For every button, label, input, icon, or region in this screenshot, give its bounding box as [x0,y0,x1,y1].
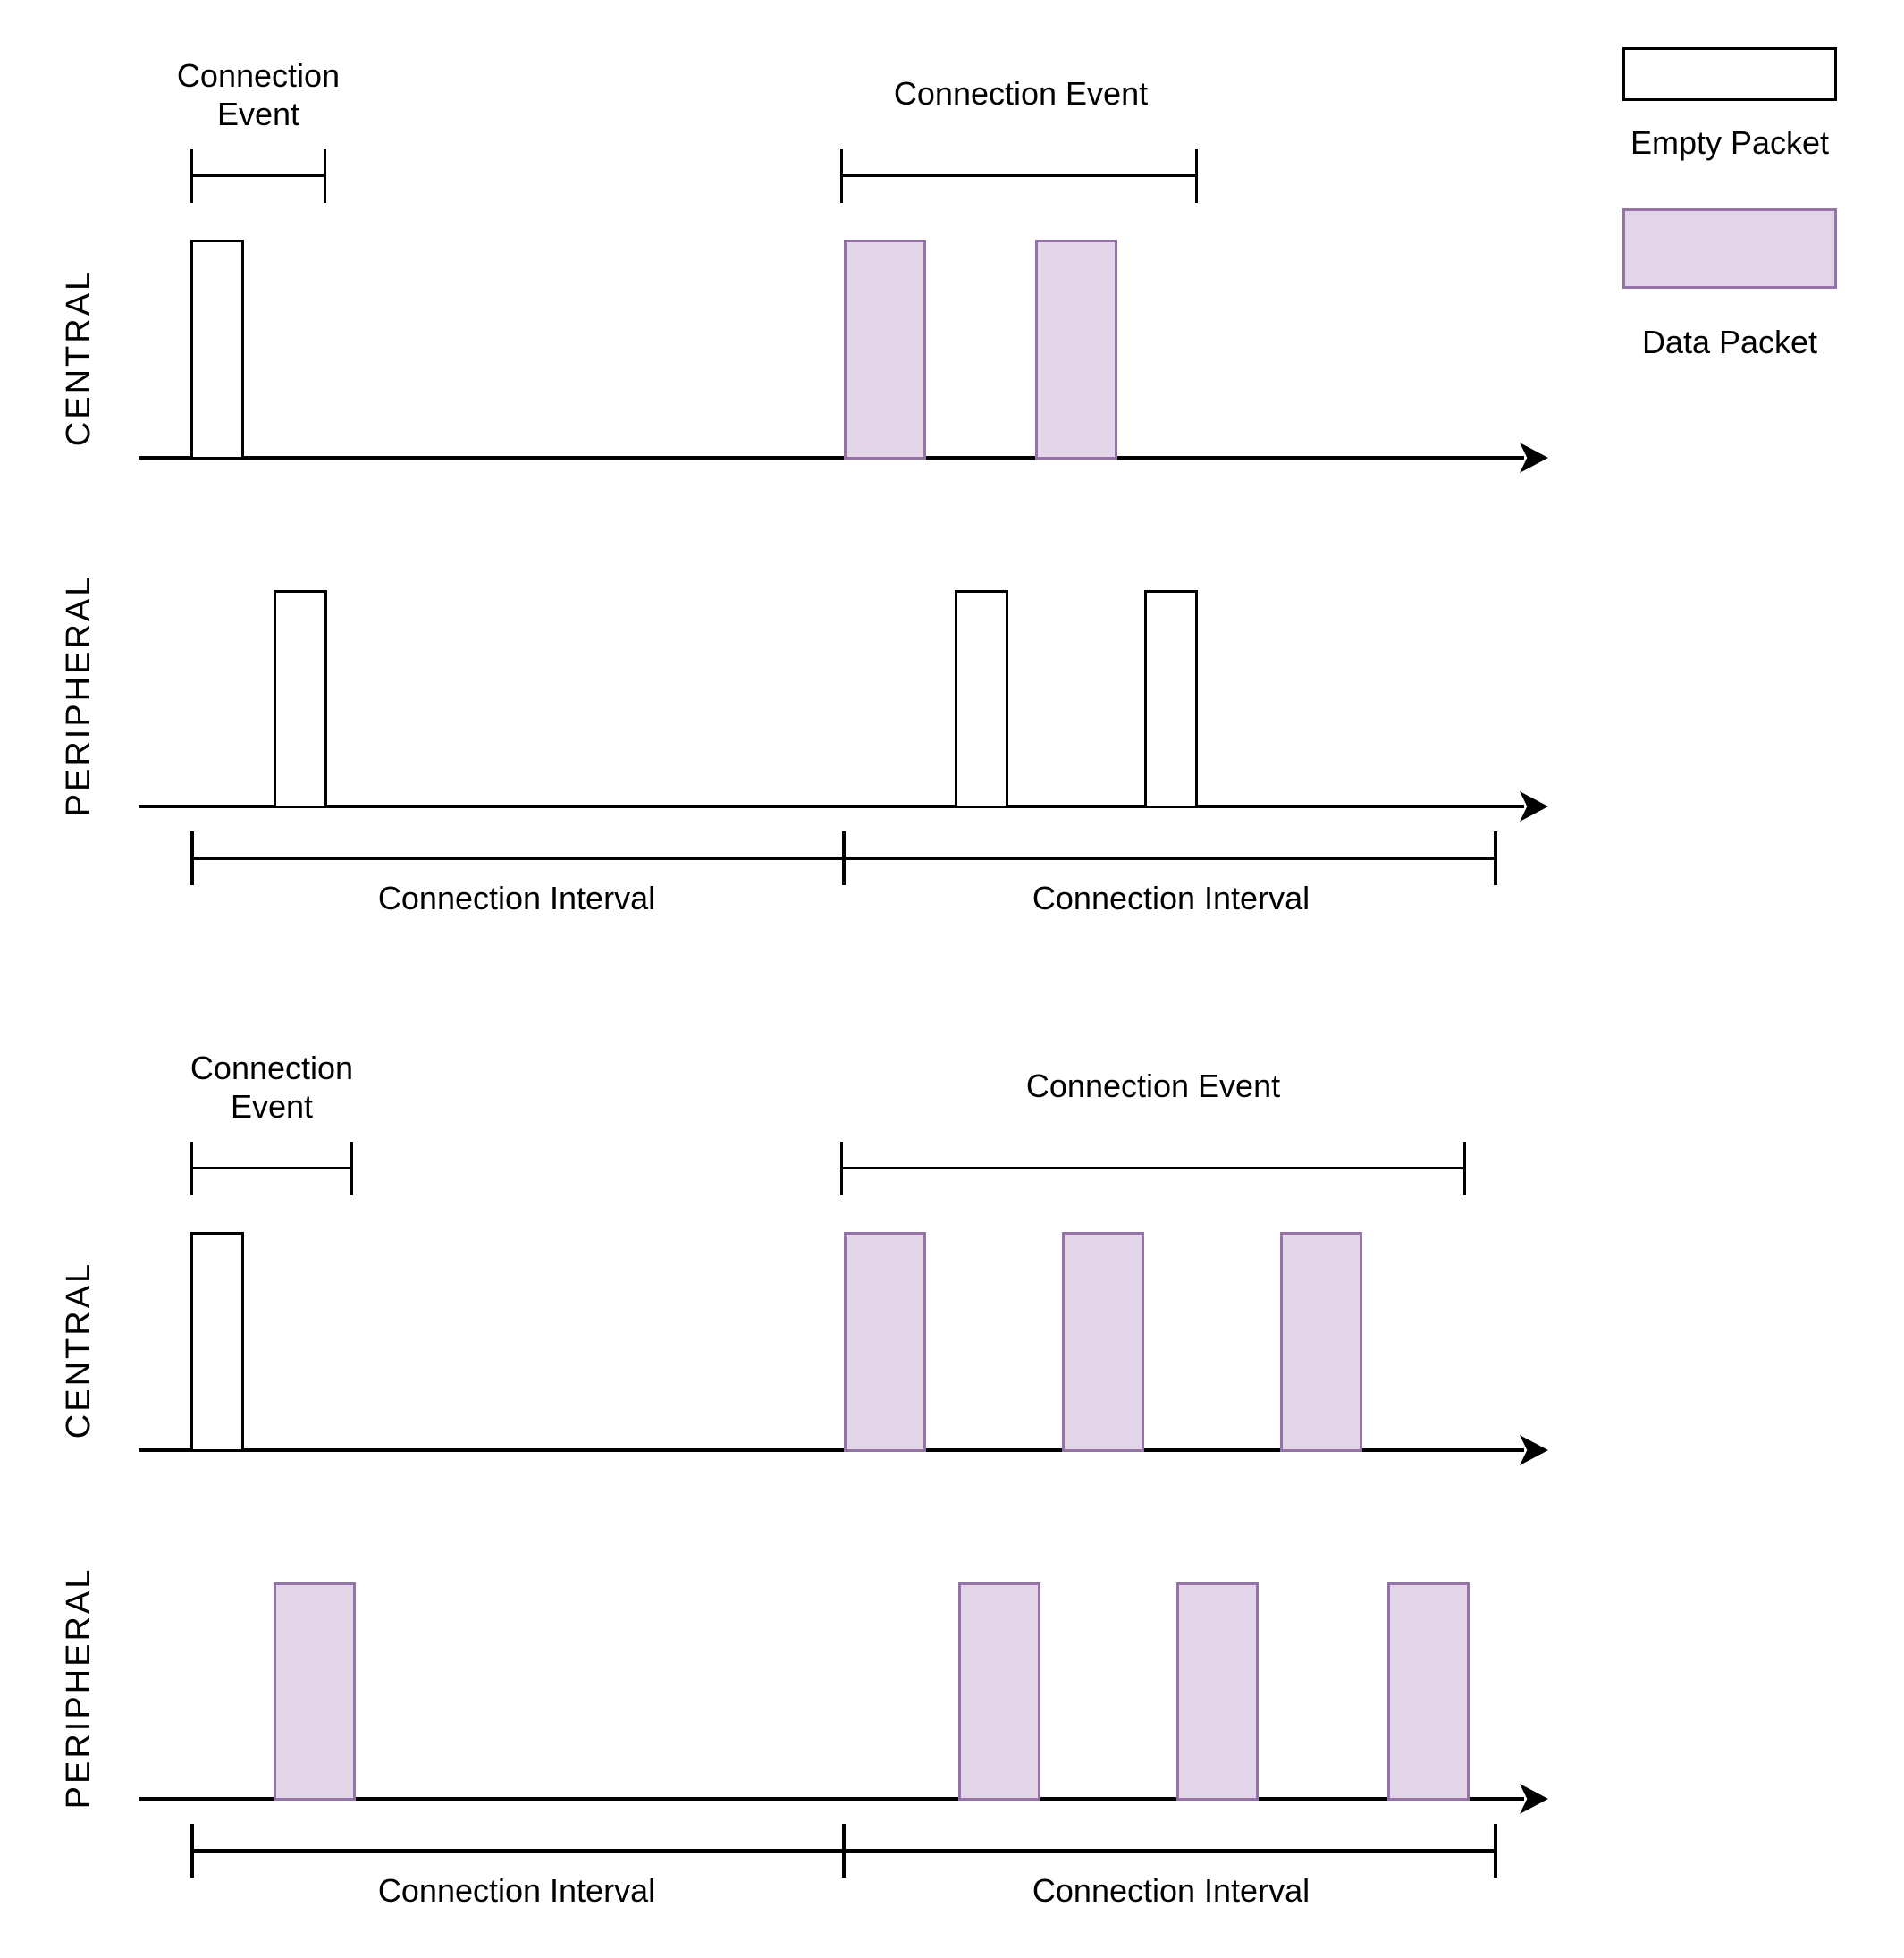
data-packet-pulse [1280,1232,1362,1452]
peripheral-timeline-axis [139,1797,1524,1801]
connection-event-label-1-line2: Event [230,1088,314,1125]
connection-interval-label-2: Connection Interval [1032,880,1310,916]
legend-data-packet-label: Data Packet [1641,324,1818,360]
connection-event-bracket-2 [840,1142,1466,1195]
bracket-bar [840,174,1198,177]
central-packet-track [0,1232,1904,1452]
bracket-tick [324,149,326,203]
data-packet-pulse [1176,1582,1259,1801]
connection-interval-label-1: Connection Interval [377,880,656,916]
data-packet-pulse [958,1582,1040,1801]
scenario-2: CENTRAL PERIPHERAL Connection Event Conn… [0,992,1904,1958]
bracket-bar [190,1167,353,1169]
connection-interval-label-1: Connection Interval [377,1872,656,1909]
connection-event-label-1-line1: Connection [190,1050,354,1086]
connection-event-label-1: Connection Event [138,1049,406,1126]
data-packet-pulse [844,1232,926,1452]
connection-event-label-1: Connection Event [124,56,392,133]
empty-packet-pulse [190,1232,244,1452]
peripheral-packet-track [0,590,1904,808]
connection-interval-bracket [190,1824,1497,1878]
data-packet-pulse [1387,1582,1470,1801]
bracket-bar [190,174,326,177]
empty-packet-pulse [955,590,1008,808]
legend-data-packet-swatch [1622,208,1837,289]
legend-empty-packet-swatch [1622,47,1837,101]
data-packet-pulse [844,240,926,460]
connection-event-label-2: Connection Event [1025,1068,1281,1104]
scenario-1: CENTRAL PERIPHERAL Connection Event Conn… [0,56,1904,916]
bracket-bar [840,1167,1466,1169]
data-packet-pulse [1062,1232,1144,1452]
connection-interval-label-2: Connection Interval [1032,1872,1310,1909]
central-timeline-axis [139,456,1524,460]
empty-packet-pulse [190,240,244,460]
peripheral-timeline-axis [139,805,1524,808]
connection-event-label-1-line1: Connection [176,57,341,94]
connection-event-bracket-1 [190,149,326,203]
data-packet-pulse [1035,240,1117,460]
bracket-tick [350,1142,353,1195]
connection-event-label-1-line2: Event [216,96,300,132]
legend-empty-packet-label: Empty Packet [1630,124,1830,161]
central-packet-track [0,240,1904,460]
connection-event-label-2: Connection Event [893,75,1149,112]
bracket-tick [1195,149,1198,203]
connection-event-bracket-2 [840,149,1198,203]
connection-interval-bracket [190,831,1497,885]
empty-packet-pulse [274,590,327,808]
central-timeline-axis [139,1448,1524,1452]
data-packet-pulse [274,1582,356,1801]
bracket-tick [1463,1142,1466,1195]
peripheral-packet-track [0,1582,1904,1801]
interval-bar [190,1849,1497,1853]
empty-packet-pulse [1144,590,1198,808]
connection-event-bracket-1 [190,1142,353,1195]
interval-bar [190,857,1497,860]
